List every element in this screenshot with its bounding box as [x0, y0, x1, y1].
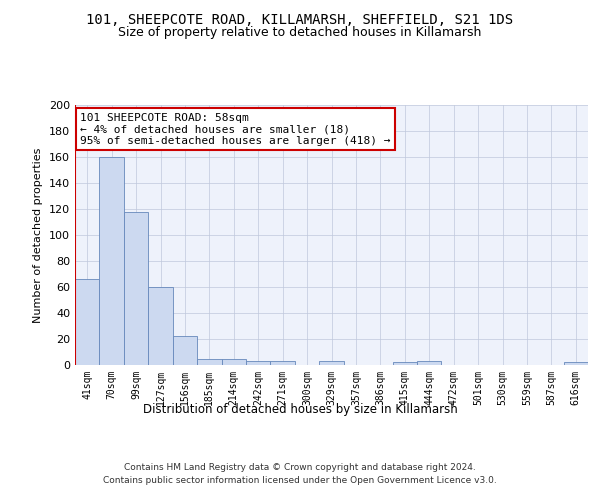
Bar — [75, 279, 100, 365]
Bar — [246, 361, 271, 365]
Bar — [124, 212, 148, 365]
Bar — [271, 361, 295, 365]
Bar — [221, 358, 246, 365]
Bar — [563, 362, 588, 365]
Text: Distribution of detached houses by size in Killamarsh: Distribution of detached houses by size … — [143, 402, 457, 415]
Text: Size of property relative to detached houses in Killamarsh: Size of property relative to detached ho… — [118, 26, 482, 39]
Text: 101, SHEEPCOTE ROAD, KILLAMARSH, SHEFFIELD, S21 1DS: 101, SHEEPCOTE ROAD, KILLAMARSH, SHEFFIE… — [86, 12, 514, 26]
Bar — [100, 157, 124, 365]
Text: Contains public sector information licensed under the Open Government Licence v3: Contains public sector information licen… — [103, 476, 497, 485]
Bar — [173, 336, 197, 365]
Bar — [148, 287, 173, 365]
Text: 101 SHEEPCOTE ROAD: 58sqm
← 4% of detached houses are smaller (18)
95% of semi-d: 101 SHEEPCOTE ROAD: 58sqm ← 4% of detach… — [80, 113, 391, 146]
Bar — [417, 361, 442, 365]
Y-axis label: Number of detached properties: Number of detached properties — [34, 148, 43, 322]
Bar — [392, 362, 417, 365]
Bar — [319, 361, 344, 365]
Text: Contains HM Land Registry data © Crown copyright and database right 2024.: Contains HM Land Registry data © Crown c… — [124, 462, 476, 471]
Bar — [197, 358, 221, 365]
